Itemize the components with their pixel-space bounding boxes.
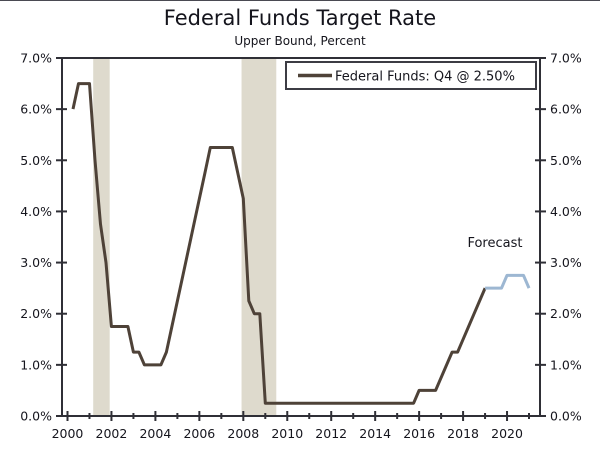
y-tick-label-left: 2.0% (20, 306, 52, 321)
y-tick-label-right: 4.0% (550, 204, 582, 219)
x-tick-label: 2020 (491, 426, 523, 441)
x-tick-label: 2016 (403, 426, 435, 441)
x-tick-label: 2018 (447, 426, 479, 441)
y-tick-label-left: 6.0% (20, 102, 52, 117)
y-tick-label-right: 0.0% (550, 409, 582, 424)
y-tick-label-right: 1.0% (550, 357, 582, 372)
chart-subtitle: Upper Bound, Percent (234, 34, 366, 48)
plot-border (61, 57, 541, 417)
x-tick-label: 2000 (52, 426, 84, 441)
chart-title: Federal Funds Target Rate (163, 6, 437, 30)
y-tick-label-right: 3.0% (550, 255, 582, 270)
y-tick-label-left: 3.0% (20, 255, 52, 270)
x-tick-label: 2010 (271, 426, 303, 441)
x-tick-label: 2002 (96, 426, 128, 441)
y-tick-label-left: 0.0% (20, 409, 52, 424)
x-tick-label: 2004 (139, 426, 171, 441)
x-tick-label: 2012 (315, 426, 347, 441)
y-tick-label-right: 7.0% (550, 51, 582, 66)
x-tick-label: 2006 (183, 426, 215, 441)
series-actual-line (71, 82, 487, 405)
forecast-annotation: Forecast (467, 236, 522, 251)
y-tick-label-right: 6.0% (550, 102, 582, 117)
y-tick-label-left: 5.0% (20, 153, 52, 168)
series-forecast-line (485, 273, 531, 290)
y-tick-label-left: 7.0% (20, 51, 52, 66)
y-tick-label-right: 5.0% (550, 153, 582, 168)
recession-band (241, 58, 277, 416)
y-tick-label-left: 1.0% (20, 357, 52, 372)
y-tick-label-right: 2.0% (550, 306, 582, 321)
x-tick-label: 2008 (227, 426, 259, 441)
x-tick-label: 2014 (359, 426, 391, 441)
legend-label: Federal Funds: Q4 @ 2.50% (335, 70, 515, 85)
y-tick-label-left: 4.0% (20, 204, 52, 219)
